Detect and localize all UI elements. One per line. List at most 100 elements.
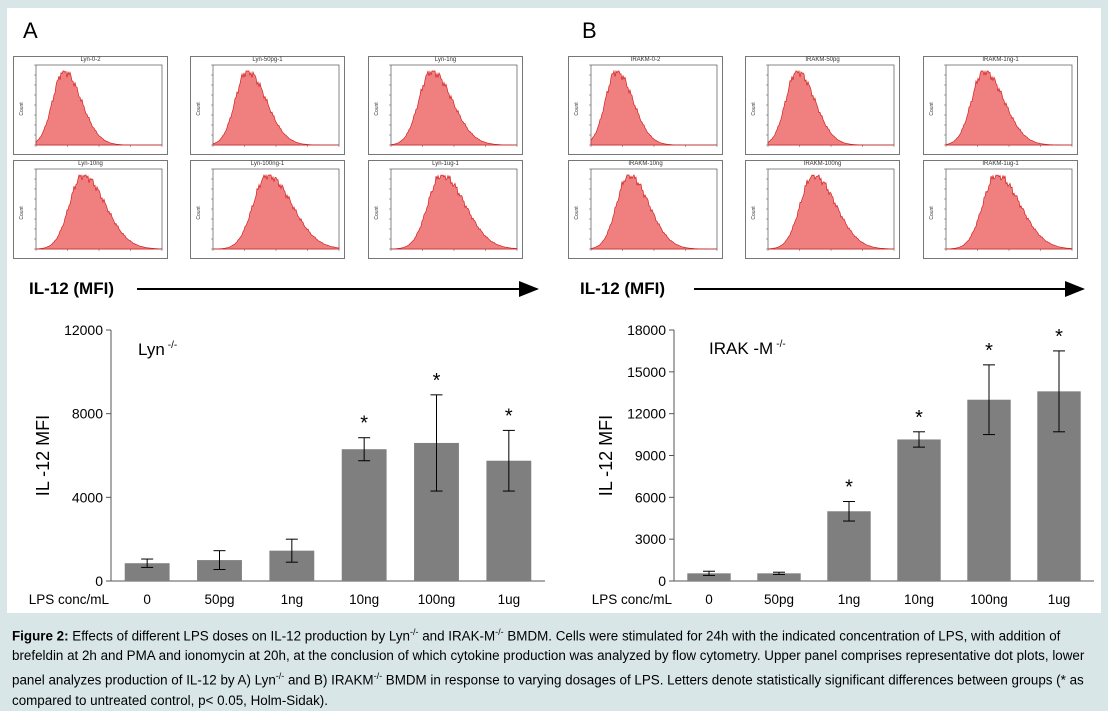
caption-text-2: and IRAK-M: [418, 628, 496, 644]
histogram-b-3: IRAKM-10ng Count: [568, 160, 723, 259]
mfi-label-a: IL-12 (MFI): [29, 279, 114, 298]
histogram-a-5: Lyn-1ug-1 Count: [368, 160, 523, 259]
histogram-title: IRAKM-1ug-1: [982, 161, 1019, 167]
histogram-distribution: [35, 70, 162, 146]
x-tick-label: 1ug: [498, 592, 521, 607]
histogram-ylabel: Count: [751, 206, 757, 220]
histogram-distribution: [945, 174, 1073, 250]
y-tick-label: 0: [95, 573, 103, 589]
bar-10ng: [897, 439, 941, 581]
caption-text-1: Effects of different LPS doses on IL-12 …: [68, 628, 410, 644]
x-tick-label: 50pg: [204, 592, 234, 607]
histogram-distribution: [212, 70, 339, 146]
caption-label: Figure 2:: [12, 628, 69, 644]
significance-marker: *: [985, 340, 993, 362]
y-tick-label: 3000: [635, 531, 666, 547]
y-tick-label: 6000: [635, 489, 666, 505]
histogram-title: Lyn-50pg-1: [252, 57, 283, 63]
arrows-layer: [137, 281, 1085, 297]
histogram-distribution: [35, 174, 163, 250]
histogram-a-3: Lyn-10ng Count: [13, 160, 168, 259]
caption-sup-2: -/-: [495, 627, 504, 637]
x-tick-label: 0: [143, 592, 151, 607]
histogram-ylabel: Count: [374, 102, 380, 116]
histogram-title: IRAKM-100ng: [803, 161, 842, 167]
y-tick-label: 12000: [627, 406, 666, 422]
histogram-distribution: [767, 174, 895, 250]
histogram-distribution: [212, 173, 340, 250]
histogram-ylabel: Count: [374, 206, 380, 220]
bar-10ng: [341, 449, 387, 581]
y-tick-label: 0: [658, 573, 666, 589]
histogram-a-2: Lyn-1ng Count: [368, 56, 523, 155]
histogram-ylabel: Count: [196, 102, 202, 116]
histogram-distribution: [767, 69, 894, 146]
histogram-a-4: Lyn-100ng-1 Count: [190, 160, 345, 259]
histogram-plot: Count: [374, 64, 518, 147]
bar-1ng: [827, 511, 871, 581]
significance-marker: *: [360, 413, 368, 435]
histogram-plot: Count: [19, 64, 163, 147]
histogram-title: Lyn-1ug-1: [432, 161, 459, 167]
histogram-title: Lyn-0-2: [80, 57, 101, 63]
x-tick-label: 10ng: [904, 592, 934, 607]
histogram-ylabel: Count: [196, 206, 202, 220]
y-tick-label: 4000: [72, 489, 103, 505]
y-axis-label: IL -12 MFI: [596, 415, 616, 496]
caption-sup-3: -/-: [275, 671, 285, 682]
caption-sup-1: -/-: [409, 627, 419, 637]
histogram-plot: Count: [19, 168, 163, 251]
y-tick-label: 8000: [72, 406, 103, 422]
bar-0: [124, 563, 170, 581]
x-tick-label: 1ng: [281, 592, 304, 607]
y-tick-label: 15000: [627, 364, 666, 380]
significance-marker: *: [915, 407, 923, 429]
histogram-plot: Count: [929, 64, 1073, 147]
x-tick-label: 50pg: [764, 592, 794, 607]
histogram-distribution: [390, 174, 518, 250]
bar-chart-lyn: 0 4000 8000 12000 IL -12 MFI Lyn -/- LPS conc/m…: [29, 322, 545, 607]
histogram-title: Lyn-100ng-1: [250, 161, 285, 167]
mfi-label-b: IL-12 (MFI): [580, 279, 665, 298]
y-tick-label: 9000: [635, 448, 666, 464]
significance-marker: *: [1055, 326, 1063, 348]
x-tick-label: 0: [705, 592, 713, 607]
caption-sup-4: -/-: [373, 671, 383, 682]
histogram-distribution: [590, 174, 717, 250]
histogram-title: IRAKM-0-2: [630, 57, 661, 63]
histogram-distribution: [390, 70, 517, 146]
panel-a-letter: A: [23, 18, 38, 43]
histogram-distribution: [945, 69, 1072, 146]
caption-text-4: and B) IRAKM: [284, 672, 374, 688]
x-tick-label: 1ug: [1048, 592, 1071, 607]
histogram-b-4: IRAKM-100ng Count: [745, 160, 900, 259]
histogram-ylabel: Count: [929, 206, 935, 220]
histogram-title: Lyn-1ng: [434, 57, 457, 63]
histogram-plot: Count: [751, 64, 895, 147]
histogram-plot: Count: [196, 168, 340, 251]
chart-title: IRAK -M -/-: [709, 339, 786, 358]
histogram-b-1: IRAKM-50pg Count: [745, 56, 900, 155]
x-axis-label: LPS conc/mL: [592, 592, 673, 607]
histogram-b-2: IRAKM-1ng-1 Count: [923, 56, 1078, 155]
histogram-title: IRAKM-50pg: [805, 57, 840, 63]
histogram-plot: Count: [574, 168, 718, 251]
histogram-title: IRAKM-1ng-1: [982, 57, 1019, 63]
x-tick-label: 10ng: [349, 592, 379, 607]
histogram-b-5: IRAKM-1ug-1 Count: [923, 160, 1078, 259]
histogram-ylabel: Count: [19, 102, 25, 116]
histogram-ylabel: Count: [574, 206, 580, 220]
histogram-plot: Count: [751, 168, 895, 251]
figure: A B Lyn-0-2 Count Lyn-50pg-1 Count Lyn-1ng Co…: [7, 8, 1101, 613]
histogram-title: Lyn-10ng: [78, 161, 103, 167]
figure-caption: Figure 2: Effects of different LPS doses…: [12, 622, 1098, 711]
panel-b-letter: B: [582, 18, 597, 43]
histogram-b-0: IRAKM-0-2 Count: [568, 56, 723, 155]
y-axis-label: IL -12 MFI: [33, 415, 53, 496]
bar-chart-irakm: 0 3000 6000 9000 12000 15000 18000 IL -12 MFI IR…: [592, 322, 1094, 607]
histogram-ylabel: Count: [929, 102, 935, 116]
histogram-title: IRAKM-10ng: [628, 161, 663, 167]
significance-marker: *: [505, 405, 513, 427]
histogram-distribution: [590, 69, 717, 146]
caption-text-5: BMDM in response to varying dosages of L…: [12, 672, 1084, 708]
